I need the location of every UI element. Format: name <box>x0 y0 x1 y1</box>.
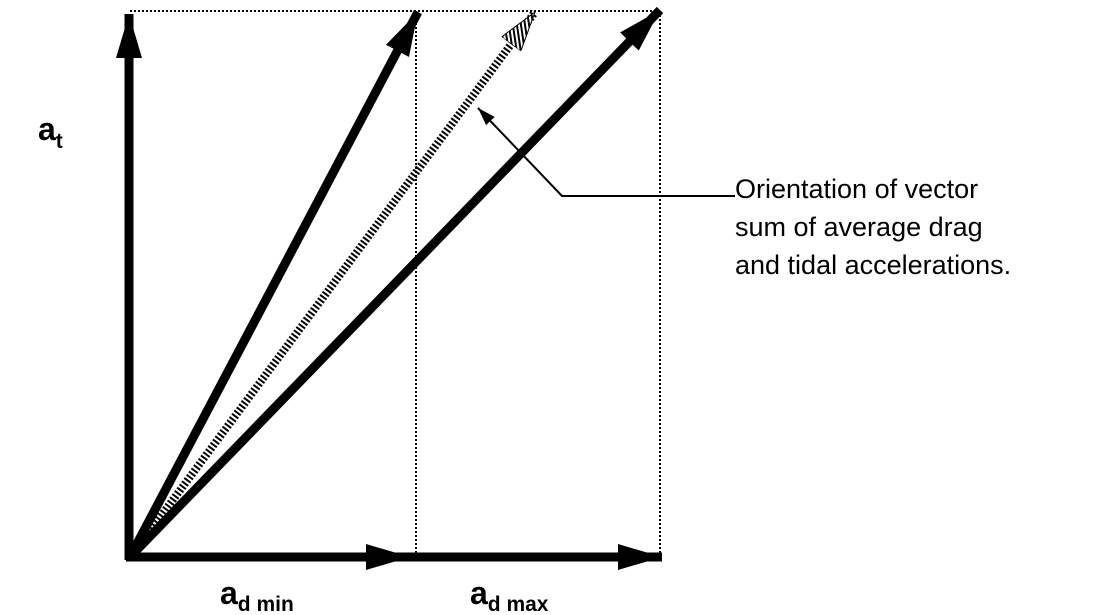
drag-min-label: ad min <box>220 575 294 615</box>
annotation: Orientation of vector sum of average dra… <box>735 174 1011 280</box>
annotation-line: sum of average drag <box>735 212 983 242</box>
sum-max-vector <box>126 6 664 561</box>
vectors <box>116 6 664 570</box>
sum-min-vector <box>126 9 422 560</box>
average-vector <box>128 12 535 558</box>
drag-max-label: ad max <box>470 575 549 615</box>
annotation-line: Orientation of vector <box>735 174 978 204</box>
annotation-line: and tidal accelerations. <box>735 250 1011 280</box>
pointer <box>477 107 735 197</box>
tidal-label: at <box>38 111 63 153</box>
